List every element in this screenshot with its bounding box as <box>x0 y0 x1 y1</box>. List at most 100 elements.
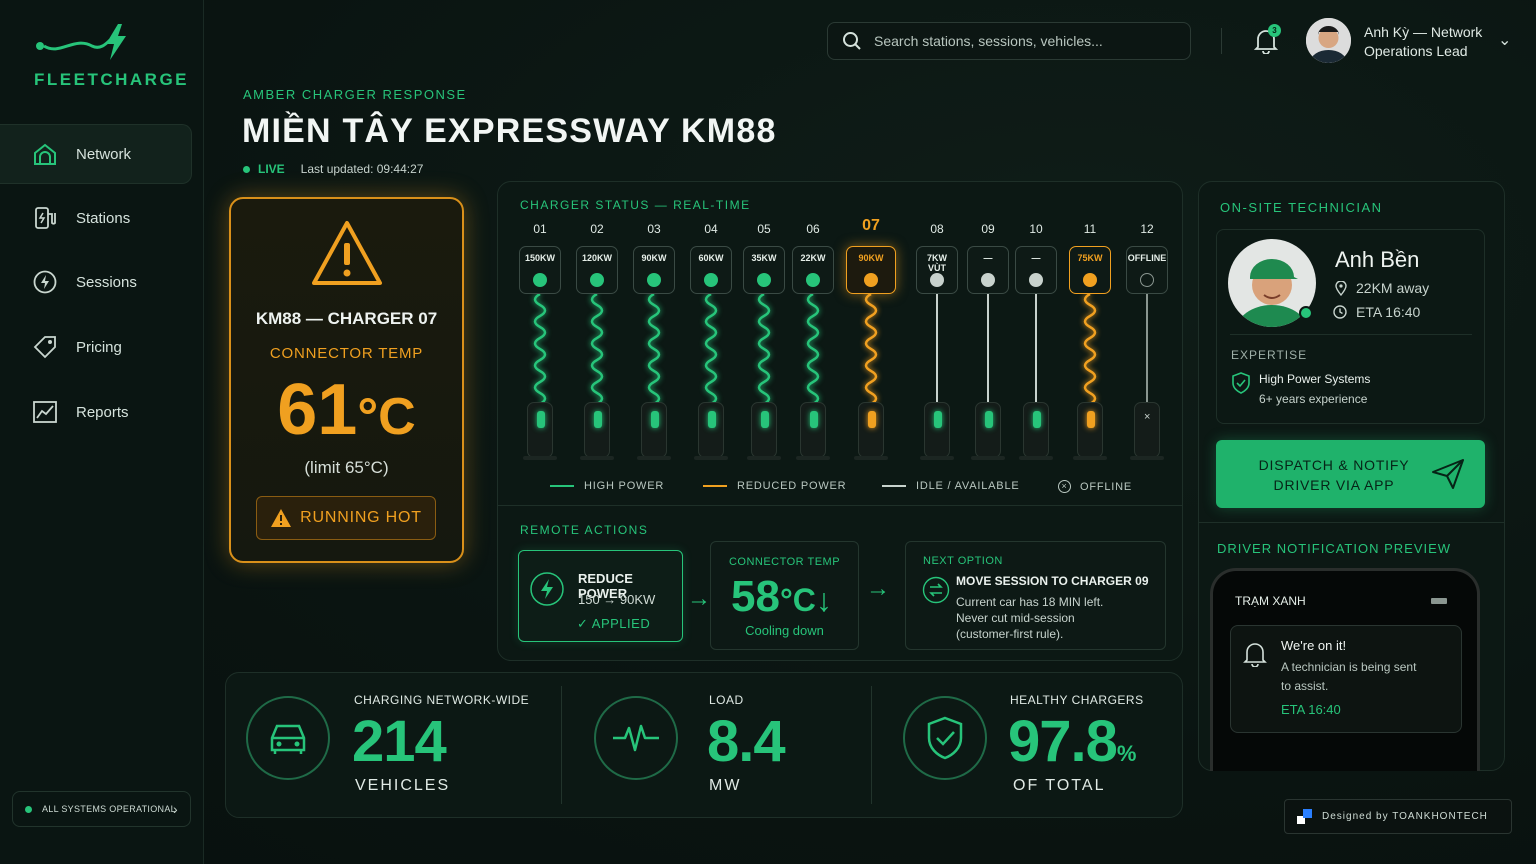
plug-led <box>594 411 602 428</box>
plug-led <box>810 411 818 428</box>
next-description: Current car has 18 MIN left. Never cut m… <box>956 594 1103 642</box>
shield-check-icon <box>1232 372 1250 394</box>
bolt-icon <box>533 273 547 287</box>
system-status[interactable]: ALL SYSTEMS OPERATIONAL › <box>12 791 191 827</box>
alert-card[interactable]: KM88 — CHARGER 07 CONNECTOR TEMP 61°C (l… <box>229 197 464 563</box>
user-role: Operations Lead <box>1364 43 1468 59</box>
charger-07-status[interactable]: 90KW <box>846 246 896 294</box>
charger-01-status[interactable]: 150KW <box>519 246 561 294</box>
status-dot <box>25 805 32 813</box>
arrow-right-icon: → <box>866 575 890 602</box>
user-info[interactable]: Anh Kỳ — Network Operations Lead <box>1364 23 1482 61</box>
charger-cable <box>590 294 604 404</box>
action-title: REDUCE POWER <box>578 571 633 601</box>
search-input[interactable]: Search stations, sessions, vehicles... <box>827 22 1191 60</box>
charger-status-title: CHARGER STATUS — REAL-TIME <box>520 198 751 212</box>
page-title: MIỀN TÂY EXPRESSWAY KM88 <box>242 112 777 150</box>
phone-mockup: TRẠM XANH We're on it! A technician is b… <box>1210 568 1480 771</box>
app-name: FLEETCHARGE <box>34 70 189 89</box>
charger-power-label: 35KW <box>751 253 777 263</box>
sidebar-item-stations[interactable]: Stations <box>0 188 192 248</box>
dispatch-button[interactable]: DISPATCH & NOTIFY DRIVER VIA APP <box>1216 440 1485 508</box>
charger-power-label: 90KW <box>858 253 884 263</box>
credit-text: Designed by TOANKHONTECH <box>1322 811 1488 822</box>
next-option-card[interactable]: NEXT OPTION MOVE SESSION TO CHARGER 09 C… <box>905 541 1166 650</box>
charger-04-status[interactable]: 60KW <box>690 246 732 294</box>
charger-09-status[interactable]: — <box>967 246 1009 294</box>
plug-led <box>708 411 716 428</box>
user-avatar[interactable] <box>1306 18 1351 63</box>
charger-05-status[interactable]: 35KW <box>743 246 785 294</box>
alert-temperature: 61°C <box>231 369 462 451</box>
action-detail: 150 → 90KW <box>578 592 656 607</box>
plug-led <box>1033 411 1041 428</box>
arrow-down-icon: ↓ <box>815 582 832 618</box>
charger-08-status[interactable]: 7KW VÙT <box>916 246 958 294</box>
sidebar-item-reports[interactable]: Reports <box>0 382 192 442</box>
notifications-button[interactable]: 3 <box>1253 24 1281 55</box>
designer-logo-icon <box>1297 808 1312 824</box>
sidebar-item-network[interactable]: Network <box>0 124 192 184</box>
charger-power-label: 150KW <box>524 253 555 263</box>
stat-value: 8.4 <box>707 709 786 774</box>
send-icon <box>1432 459 1464 489</box>
stat-label: LOAD <box>709 693 744 707</box>
dispatch-line: DISPATCH & NOTIFY <box>1258 457 1410 473</box>
legend-label: REDUCED POWER <box>737 480 847 492</box>
preview-title: DRIVER NOTIFICATION PREVIEW <box>1217 541 1452 556</box>
charger-power-label: — <box>983 253 993 263</box>
stat-value: 214 <box>352 709 447 774</box>
temp-unit: °C <box>779 582 816 618</box>
stat-label: CHARGING NETWORK-WIDE <box>354 693 530 707</box>
bell-icon <box>1243 643 1267 667</box>
stat-suffix: % <box>1116 741 1137 766</box>
fleetcharge-logo-icon <box>36 24 126 60</box>
charger-12-status[interactable]: OFFLINE <box>1126 246 1168 294</box>
technician-distance: 22KM away <box>1335 280 1429 296</box>
sidebar-item-pricing[interactable]: Pricing <box>0 317 192 377</box>
page-eyebrow: AMBER CHARGER RESPONSE <box>243 87 467 102</box>
charger-power-label: 60KW <box>698 253 724 263</box>
charger-power-label: — <box>1031 253 1041 263</box>
charger-plug <box>1023 402 1049 458</box>
next-desc-line: Current car has 18 MIN left. <box>956 595 1104 609</box>
charger-06-status[interactable]: 22KW <box>792 246 834 294</box>
chevron-down-icon[interactable]: ⌄ <box>1498 32 1512 49</box>
legend-swatch <box>550 485 574 487</box>
next-desc-line: Never cut mid-session <box>956 611 1075 625</box>
charger-plug <box>751 402 777 458</box>
charger-10-status[interactable]: — <box>1015 246 1057 294</box>
sidebar-item-label: Sessions <box>76 273 137 291</box>
charger-plug <box>975 402 1001 458</box>
pin-icon <box>1335 280 1347 296</box>
bolt-icon <box>530 572 564 606</box>
charger-02-status[interactable]: 120KW <box>576 246 618 294</box>
connector-temp-card: CONNECTOR TEMP 58°C↓ Cooling down <box>710 541 859 650</box>
home-icon <box>34 143 56 165</box>
live-indicator: LIVE Last updated: 09:44:27 <box>243 162 423 176</box>
divider <box>498 505 1182 506</box>
sidebar-item-sessions[interactable]: Sessions <box>0 252 192 312</box>
reduce-power-action[interactable]: REDUCE POWER 150 → 90KW ✓ APPLIED <box>518 550 683 642</box>
live-dot <box>243 165 250 173</box>
charger-plug <box>698 402 724 458</box>
charger-11-status[interactable]: 75KW <box>1069 246 1111 294</box>
bolt-icon <box>806 273 820 287</box>
last-updated: Last updated: 09:44:27 <box>300 162 424 176</box>
technician-avatar <box>1228 239 1316 327</box>
legend-label: OFFLINE <box>1080 480 1133 493</box>
stat-value-group: 97.8% <box>1008 708 1136 775</box>
system-status-text: ALL SYSTEMS OPERATIONAL <box>42 804 176 814</box>
charger-power-label: 75KW <box>1077 253 1103 263</box>
designer-credit: Designed by TOANKHONTECH <box>1284 799 1512 834</box>
sidebar: FLEETCHARGE Network Stations Sessions Pr… <box>0 0 204 864</box>
plug-led <box>537 411 545 428</box>
notification-card: We're on it! A technician is being sent … <box>1230 625 1462 733</box>
pulse-icon <box>613 724 659 752</box>
charger-number: 10 <box>1029 222 1043 236</box>
legend-reduced: REDUCED POWER <box>703 480 846 492</box>
bolt-icon <box>590 273 604 287</box>
vehicles-icon-ring <box>246 696 330 780</box>
charger-03-status[interactable]: 90KW <box>633 246 675 294</box>
shield-check-icon <box>927 716 963 760</box>
